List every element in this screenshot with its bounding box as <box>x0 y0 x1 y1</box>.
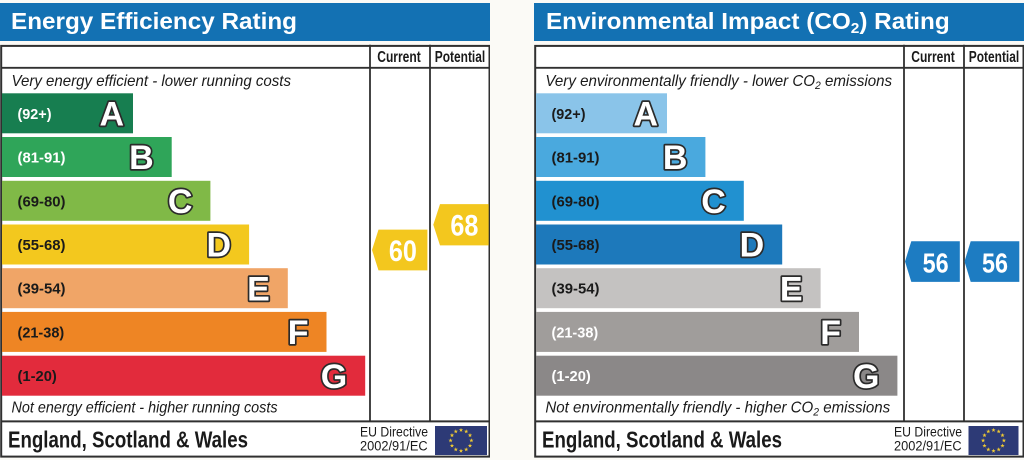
svg-text:F: F <box>820 314 841 352</box>
svg-text:(21-38): (21-38) <box>18 324 65 341</box>
svg-text:B: B <box>663 139 688 177</box>
svg-text:E: E <box>247 270 270 308</box>
svg-text:Potential: Potential <box>969 49 1019 66</box>
svg-text:Energy Efficiency Rating: Energy Efficiency Rating <box>11 8 297 34</box>
svg-text:Environmental Impact (CO2) Rat: Environmental Impact (CO2) Rating <box>546 8 950 37</box>
svg-text:England, Scotland & Wales: England, Scotland & Wales <box>542 427 782 453</box>
svg-text:A: A <box>633 96 658 134</box>
svg-text:(1-20): (1-20) <box>552 368 591 385</box>
svg-text:56: 56 <box>923 247 949 278</box>
svg-text:EU Directive: EU Directive <box>894 425 962 440</box>
svg-text:Not energy efficient - higher: Not energy efficient - higher running co… <box>12 399 278 416</box>
svg-text:Very energy efficient - lower: Very energy efficient - lower running co… <box>12 73 292 90</box>
svg-text:G: G <box>321 358 347 396</box>
svg-text:E: E <box>780 270 803 308</box>
svg-text:C: C <box>168 183 193 221</box>
svg-text:EU Directive: EU Directive <box>360 425 428 440</box>
svg-text:Very environmentally friendly: Very environmentally friendly - lower CO… <box>545 73 892 92</box>
svg-text:2002/91/EC: 2002/91/EC <box>894 439 962 454</box>
svg-text:2002/91/EC: 2002/91/EC <box>360 439 428 454</box>
svg-text:G: G <box>853 358 879 396</box>
svg-text:(55-68): (55-68) <box>18 237 66 254</box>
svg-text:Not environmentally friendly -: Not environmentally friendly - higher CO… <box>545 399 890 418</box>
svg-text:(39-54): (39-54) <box>18 281 66 298</box>
svg-text:A: A <box>99 96 124 134</box>
svg-text:Current: Current <box>377 49 421 66</box>
svg-text:60: 60 <box>389 235 417 268</box>
svg-text:D: D <box>207 227 232 265</box>
svg-text:(81-91): (81-91) <box>18 150 66 167</box>
svg-text:C: C <box>701 183 726 221</box>
svg-text:(92+): (92+) <box>552 106 586 123</box>
svg-text:(39-54): (39-54) <box>552 281 600 298</box>
svg-text:(81-91): (81-91) <box>552 150 600 167</box>
svg-text:Potential: Potential <box>435 49 485 66</box>
svg-text:(69-80): (69-80) <box>552 193 600 210</box>
svg-text:(1-20): (1-20) <box>18 368 57 385</box>
svg-text:D: D <box>740 227 765 265</box>
svg-text:(21-38): (21-38) <box>552 324 599 341</box>
svg-text:B: B <box>129 139 154 177</box>
svg-text:(55-68): (55-68) <box>552 237 600 254</box>
svg-text:68: 68 <box>450 210 478 243</box>
svg-text:(92+): (92+) <box>18 106 52 123</box>
svg-text:Current: Current <box>911 49 955 66</box>
svg-text:(69-80): (69-80) <box>18 193 66 210</box>
svg-text:56: 56 <box>982 247 1008 278</box>
svg-text:England, Scotland & Wales: England, Scotland & Wales <box>8 427 248 453</box>
svg-text:F: F <box>288 314 309 352</box>
